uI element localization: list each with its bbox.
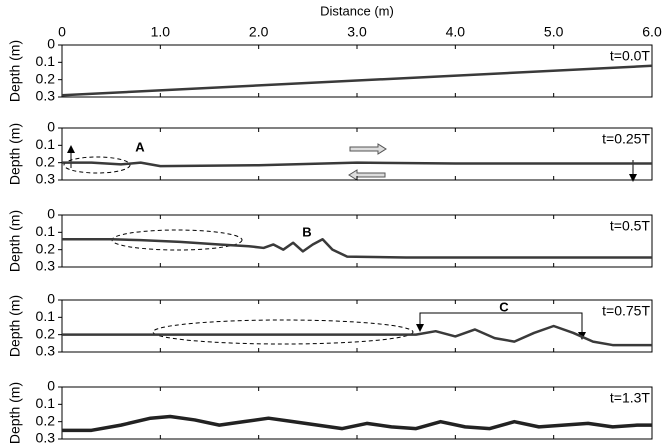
y-tick-label: 0: [47, 36, 55, 52]
y-axis-label: Depth (m): [7, 123, 23, 185]
annotation: C: [499, 299, 509, 314]
y-tick-label: 0: [47, 206, 55, 222]
y-axis-label: Depth (m): [7, 210, 23, 272]
hollow-arrow: [348, 169, 386, 181]
y-tick-label: 0.1: [36, 395, 56, 411]
y-tick-label: 0.1: [36, 223, 56, 239]
y-tick-label: 0.1: [36, 136, 56, 152]
panel-title: t=0.75T: [602, 303, 650, 319]
y-tick-label: 0.3: [36, 171, 56, 187]
y-tick-label: 0.3: [36, 258, 56, 274]
annotation: B: [302, 224, 311, 239]
y-tick-label: 0.2: [36, 325, 56, 341]
x-tick-label: 4.0: [446, 24, 466, 40]
y-axis-label: Depth (m): [7, 295, 23, 357]
panel-title: t=1.3T: [610, 390, 651, 406]
hollow-arrow: [349, 143, 387, 155]
y-axis-label: Depth (m): [7, 382, 23, 444]
y-tick-label: 0.2: [36, 240, 56, 256]
x-tick-label: 1.0: [151, 24, 171, 40]
y-tick-label: 0.3: [36, 430, 56, 445]
y-tick-label: 0.1: [36, 53, 56, 69]
y-tick-label: 0.2: [36, 70, 56, 86]
panel-title: t=0.0T: [610, 48, 651, 64]
y-tick-label: 0: [47, 378, 55, 394]
panel-title: t=0.5T: [610, 218, 651, 234]
decorations: [63, 143, 637, 345]
y-tick-label: 0.1: [36, 308, 56, 324]
x-axis-label: Distance (m): [320, 3, 394, 18]
x-tick-label: 5.0: [544, 24, 564, 40]
interface-line: [62, 324, 652, 347]
x-tick-label: 3.0: [347, 24, 367, 40]
panel-title: t=0.25T: [602, 131, 650, 147]
y-tick-label: 0.2: [36, 412, 56, 428]
plot-frame: [61, 299, 653, 353]
ellipse: [152, 319, 414, 345]
y-axis-label: Depth (m): [7, 40, 23, 102]
y-tick-label: 0.2: [36, 153, 56, 169]
x-tick-label: 6.0: [642, 24, 662, 40]
plot-frame: [61, 386, 653, 440]
interface-line: [62, 238, 652, 259]
interface-line: [61, 64, 653, 97]
x-tick-label: 2.0: [249, 24, 269, 40]
x-tick-label: 0: [58, 24, 66, 40]
interface-line: [62, 161, 652, 168]
y-tick-label: 0.3: [36, 343, 56, 359]
y-tick-label: 0: [47, 119, 55, 135]
y-tick-label: 0: [47, 291, 55, 307]
y-tick-label: 0.3: [36, 88, 56, 104]
annotation: A: [135, 139, 145, 154]
interface-line: [62, 414, 652, 433]
ellipse: [63, 156, 131, 174]
